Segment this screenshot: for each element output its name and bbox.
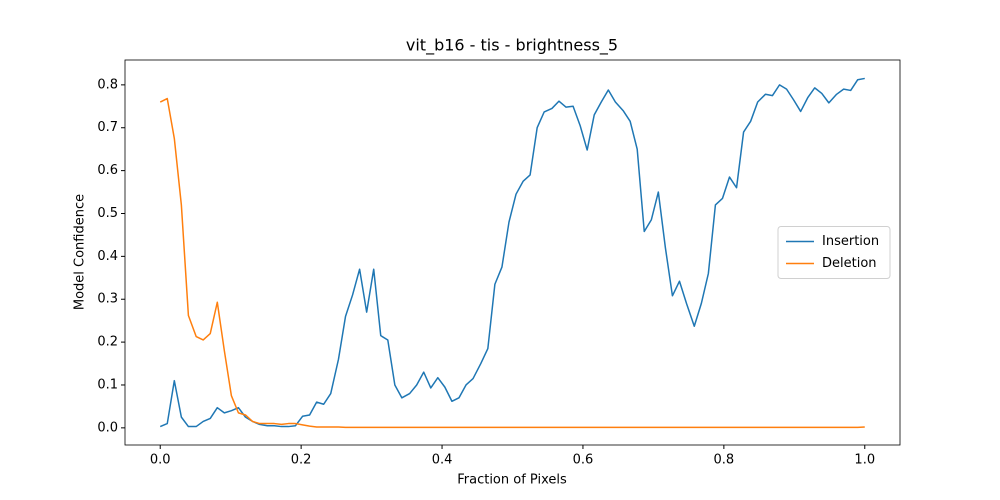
legend-label: Insertion (822, 234, 879, 249)
y-axis-label: Model Confidence (73, 194, 88, 310)
y-tick-label: 0.5 (97, 206, 118, 221)
legend-label: Deletion (822, 256, 877, 271)
y-tick-label: 0.0 (97, 420, 118, 435)
x-tick-label: 0.6 (573, 453, 594, 468)
legend-box (777, 226, 891, 279)
x-axis-label: Fraction of Pixels (457, 473, 567, 488)
y-tick-label: 0.6 (97, 163, 118, 178)
y-tick-label: 0.4 (97, 249, 118, 264)
y-tick-label: 0.3 (97, 292, 118, 307)
series-line (159, 97, 865, 429)
chart-title: vit_b16 - tis - brightness_5 (406, 36, 618, 56)
y-tick-label: 0.1 (97, 377, 118, 392)
y-tick-label: 0.2 (97, 335, 118, 350)
plot-frame (124, 59, 901, 446)
x-tick-label: 0.8 (714, 453, 735, 468)
series-line (159, 77, 865, 428)
x-tick-label: 0.4 (432, 453, 453, 468)
x-tick-label: 1.0 (854, 453, 875, 468)
x-tick-label: 0.2 (291, 453, 312, 468)
x-tick-label: 0.0 (150, 453, 171, 468)
y-tick-label: 0.8 (97, 77, 118, 92)
y-tick-label: 0.7 (97, 120, 118, 135)
